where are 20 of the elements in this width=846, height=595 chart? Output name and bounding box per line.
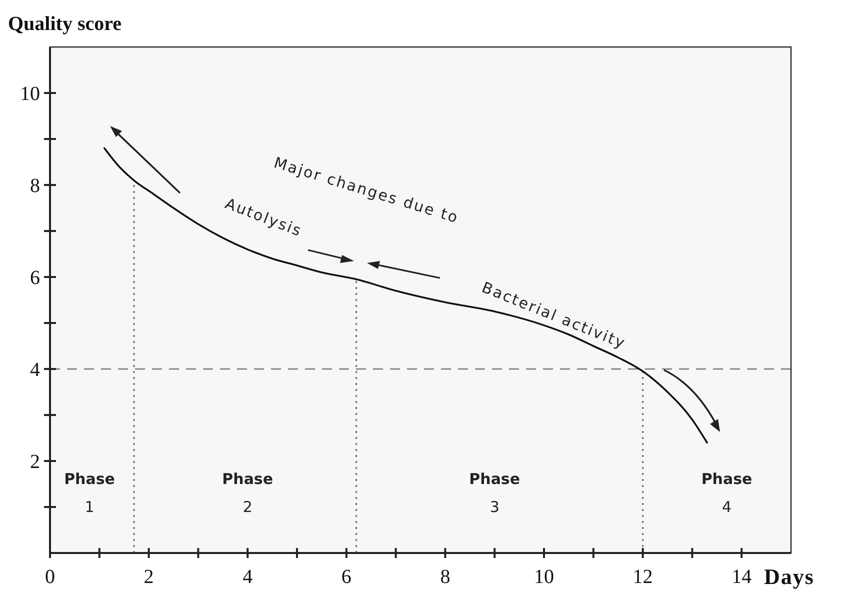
y-tick-label: 2 [30,451,40,473]
x-tick-label: 0 [45,566,55,588]
annotation: Phase 3 [469,470,520,516]
annotation: Phase 1 [64,470,115,516]
annotation: Phase 2 [222,470,274,516]
y-tick-label: 10 [20,83,40,105]
annotation: Phase 4 [701,470,752,516]
y-tick-label: 8 [30,175,40,197]
line-series [103,147,708,444]
y-tick-label: 4 [30,359,40,381]
x-tick-label: 12 [632,566,653,588]
x-tick-label: 10 [534,566,554,588]
y-axis-title: Quality score [8,13,122,35]
x-tick-label: 8 [440,566,450,588]
x-tick-label: 2 [144,566,154,588]
x-tick-label: 6 [341,566,352,588]
x-tick-label: 14 [732,566,752,588]
x-axis-title: Days [764,564,814,589]
y-tick-label: 6 [30,267,40,289]
x-tick-label: 4 [242,566,253,588]
